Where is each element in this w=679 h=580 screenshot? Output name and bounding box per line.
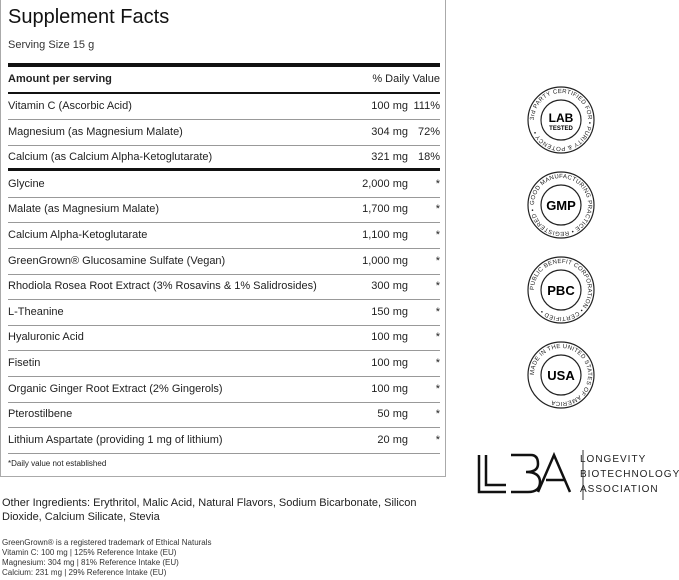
daily-value: * — [435, 408, 440, 421]
badge-usa-icon: MADE IN THE UNITED STATES OF AMERICA USA — [527, 341, 595, 409]
table-row: Lithium Aspartate (providing 1 mg of lit… — [8, 428, 440, 454]
lba-line: BIOTECHNOLOGY — [580, 469, 679, 480]
ingredient-amount: 100 mg — [371, 382, 408, 395]
daily-value: * — [435, 229, 440, 241]
lba-logo — [477, 450, 584, 500]
ingredient-amount: 2,000 mg — [362, 177, 408, 190]
svg-text:USA: USA — [547, 368, 575, 383]
daily-value: * — [435, 331, 440, 344]
ingredient-name: Magnesium (as Magnesium Malate) — [8, 125, 183, 138]
ingredient-name: Organic Ginger Root Extract (2% Gingerol… — [8, 382, 223, 395]
ingredient-amount: 304 mg — [371, 125, 408, 138]
table-row: GreenGrown® Glucosamine Sulfate (Vegan) 1… — [8, 249, 440, 275]
table-row: Vitamin C (Ascorbic Acid) 100 mg 111% — [8, 94, 440, 120]
table-row: Fisetin 100 mg * — [8, 351, 440, 377]
ingredient-name: Fisetin — [8, 357, 41, 369]
svg-text:TESTED: TESTED — [549, 126, 573, 132]
ingredient-name: GreenGrown® Glucosamine Sulfate (Vegan) — [8, 254, 226, 267]
badge-gmp-icon: GOOD MANUFACTURING PRACTICE • REGISTERED… — [527, 171, 595, 239]
ingredient-amount: 1,100 mg — [362, 229, 408, 241]
lba-text: LONGEVITY BIOTECHNOLOGY ASSOCIATION — [580, 452, 679, 497]
daily-value: * — [435, 357, 440, 369]
ingredient-name: Hyaluronic Acid — [8, 331, 84, 344]
daily-value: * — [435, 280, 440, 293]
serving-size: Serving Size 15 g — [8, 39, 95, 51]
lba-line: ASSOCIATION — [580, 484, 659, 495]
ingredient-name: Vitamin C (Ascorbic Acid) — [8, 100, 132, 112]
daily-value: * — [435, 382, 440, 395]
dv-header: % Daily Value — [372, 73, 440, 85]
table-row: L-Theanine 150 mg * — [8, 300, 440, 326]
table-row: Organic Ginger Root Extract (2% Gingerol… — [8, 377, 440, 403]
supplement-facts-panel: Supplement Facts Serving Size 15 g Amoun… — [0, 0, 446, 477]
table-row: Calcium (as Calcium Alpha-Ketoglutarate)… — [8, 145, 440, 172]
other-ingredients: Other Ingredients: Erythritol, Malic Aci… — [2, 497, 417, 523]
ingredient-amount: 100 mg — [371, 331, 408, 344]
ingredient-amount: 321 mg — [371, 151, 408, 164]
svg-text:LAB: LAB — [549, 111, 574, 125]
ingredient-amount: 100 mg — [371, 100, 408, 112]
ingredient-amount: 50 mg — [377, 408, 408, 421]
daily-value: * — [435, 254, 440, 267]
ingredient-name: L-Theanine — [8, 305, 64, 318]
ingredient-amount: 1,700 mg — [362, 203, 408, 216]
ingredient-name: Lithium Aspartate (providing 1 mg of lit… — [8, 433, 223, 446]
badge-pbc-icon: PUBLIC BENEFIT CORPORATION • CERTIFIED •… — [527, 256, 595, 324]
table-row: Rhodiola Rosea Root Extract (3% Rosavins… — [8, 274, 440, 301]
ingredient-amount: 150 mg — [371, 305, 408, 318]
lba-line: LONGEVITY — [580, 454, 647, 465]
table-row: Pterostilbene 50 mg * — [8, 402, 440, 429]
daily-value: * — [435, 203, 440, 216]
ingredient-amount: 300 mg — [371, 280, 408, 293]
ingredient-name: Glycine — [8, 177, 45, 190]
table-row: Malate (as Magnesium Malate) 1,700 mg * — [8, 197, 440, 224]
daily-value: 111% — [413, 100, 440, 112]
table-row: Hyaluronic Acid 100 mg * — [8, 325, 440, 352]
table-row: Magnesium (as Magnesium Malate) 304 mg 72% — [8, 120, 440, 146]
table-header: Amount per serving % Daily Value — [8, 68, 440, 94]
daily-value: 72% — [417, 125, 440, 138]
table-row: Glycine 2,000 mg * — [8, 172, 440, 198]
svg-text:PBC: PBC — [547, 283, 575, 298]
svg-text:GMP: GMP — [546, 198, 576, 213]
ingredient-name: Malate (as Magnesium Malate) — [8, 203, 160, 216]
note: Magnesium: 304 mg | 81% Reference Intake… — [2, 558, 179, 567]
footnote: *Daily value not established — [8, 459, 107, 468]
ingredient-name: Rhodiola Rosea Root Extract (3% Rosavins… — [8, 280, 317, 293]
note: Vitamin C: 100 mg | 125% Reference Intak… — [2, 548, 177, 557]
ingredient-name: Calcium (as Calcium Alpha-Ketoglutarate) — [8, 151, 213, 164]
ingredient-name: Pterostilbene — [8, 408, 73, 421]
daily-value: 18% — [417, 151, 440, 164]
table-row: Calcium Alpha-Ketoglutarate 1,100 mg * — [8, 223, 440, 249]
note: GreenGrown® is a registered trademark of… — [2, 538, 212, 547]
divider — [8, 63, 440, 67]
ingredient-amount: 1,000 mg — [362, 254, 408, 267]
badge-lab-icon: 3rd PARTY CERTIFIED FOR • PURITY & POTEN… — [527, 86, 595, 154]
daily-value: * — [435, 305, 440, 318]
daily-value: * — [435, 433, 440, 446]
notes: GreenGrown® is a registered trademark of… — [2, 538, 212, 578]
ingredient-amount: 20 mg — [377, 433, 408, 446]
ingredient-name: Calcium Alpha-Ketoglutarate — [8, 229, 148, 241]
note: Calcium: 231 mg | 29% Reference Intake (… — [2, 568, 167, 577]
daily-value: * — [435, 177, 440, 190]
ingredient-amount: 100 mg — [371, 357, 408, 369]
amount-header: Amount per serving — [8, 73, 112, 85]
panel-title: Supplement Facts — [8, 6, 170, 28]
